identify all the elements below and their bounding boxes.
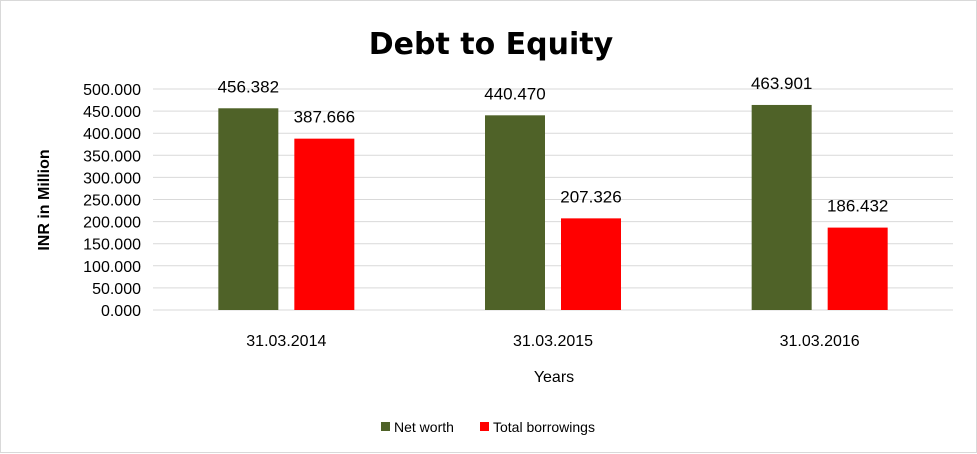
bar-total-borrowings — [294, 138, 355, 310]
bar-net-worth — [485, 115, 545, 311]
bar-net-worth — [751, 104, 812, 311]
legend-swatch — [381, 422, 390, 431]
bar-total-borrowings — [561, 218, 621, 310]
chart-title: Debt to Equity — [369, 27, 614, 62]
data-label: 387.666 — [294, 108, 355, 127]
x-tick-labels: 31.03.2014 31.03.2015 31.03.2016 — [246, 333, 860, 350]
y-tick-label: 450.000 — [83, 104, 141, 121]
data-label: 456.382 — [218, 77, 279, 96]
legend-swatch — [480, 422, 489, 431]
data-label: 186.432 — [827, 197, 888, 216]
gridlines — [153, 88, 953, 311]
y-tick-label: 250.000 — [83, 193, 141, 210]
x-axis-label: Years — [534, 369, 574, 386]
legend-label: Total borrowings — [493, 419, 595, 435]
y-tick-label: 0.000 — [101, 303, 141, 320]
y-tick-label: 300.000 — [83, 170, 141, 187]
bar-net-worth — [218, 108, 279, 310]
y-tick-labels: 0.000 50.000 100.000 150.000 200.000 250.000 3… — [83, 82, 141, 320]
y-tick-label: 50.000 — [92, 281, 141, 298]
legend-label: Net worth — [394, 419, 454, 435]
y-tick-label: 350.000 — [83, 148, 141, 165]
x-tick-label: 31.03.2015 — [513, 333, 593, 350]
y-tick-label: 400.000 — [83, 126, 141, 143]
bar-total-borrowings — [827, 227, 888, 310]
data-label: 207.326 — [560, 187, 621, 206]
y-tick-label: 500.000 — [83, 82, 141, 99]
data-label: 463.901 — [751, 74, 812, 93]
y-tick-label: 200.000 — [83, 215, 141, 232]
data-label: 440.470 — [484, 84, 545, 103]
y-axis-label: INR in Million — [36, 149, 53, 250]
y-tick-label: 150.000 — [83, 237, 141, 254]
x-tick-label: 31.03.2016 — [780, 333, 860, 350]
data-labels: 456.382 387.666 440.470 207.326 463.901 186.4… — [218, 74, 889, 216]
legend: Net worth Total borrowings — [381, 419, 595, 435]
y-tick-label: 100.000 — [83, 259, 141, 276]
x-tick-label: 31.03.2014 — [246, 333, 326, 350]
bars — [218, 104, 888, 311]
